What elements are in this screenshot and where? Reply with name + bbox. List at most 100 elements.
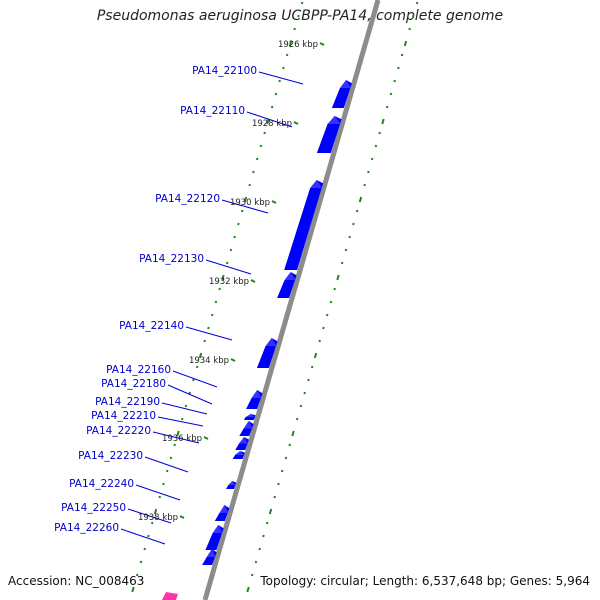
scale-tick-1-301 [329,300,333,304]
scale-tick-0-28 [293,27,296,31]
gene-label-5: PA14_22160 [106,364,171,376]
scale-tick-1-210 [355,209,359,213]
gene-label-0: PA14_22100 [192,65,257,77]
gene-labels: PA14_22100 PA14_22110 PA14_22120 PA14_22130… [54,65,304,545]
gene-leader-line-11 [135,484,181,501]
scale-tick-0-236 [233,235,236,239]
scale-tick-1-327 [322,326,325,330]
scale-tick-0-67 [282,66,285,70]
scale-tick-0-197 [243,196,248,203]
gene-leader-line-12 [127,508,172,524]
scale-tick-1-2 [415,1,419,5]
scale-tick-0-353 [198,352,203,359]
scale-tick-0-327 [207,326,210,330]
gene-label-2: PA14_22120 [155,193,220,205]
gene-arrow-1 [316,116,342,153]
scale-tick-0-418 [180,417,184,421]
scale-label-4: 1934 kbp [189,356,229,366]
gene-arrowhead-9 [234,451,244,455]
gene-arrowhead-7 [243,421,253,429]
scale-tick-1-275 [336,274,340,281]
scale-tick-0-379 [192,378,195,382]
scale-tick-1-496 [273,495,276,499]
scale-major-tick-2 [271,200,277,204]
gene-leader-line-3 [205,259,252,275]
scale-tick-0-444 [173,443,176,447]
scale-tick-1-431 [291,430,295,437]
scale-tick-0-184 [248,183,251,187]
gene-label-13: PA14_22260 [54,522,119,534]
scale-tick-1-54 [400,53,404,57]
scale-tick-0-80 [278,79,281,83]
scale-tick-1-535 [262,534,265,538]
gene-leader-line-13 [120,528,166,545]
scale-tick-1-444 [288,443,291,447]
gene-label-11: PA14_22240 [69,478,134,490]
scale-tick-1-561 [254,560,258,564]
gene-leader-line-4 [185,326,233,341]
accession-label: Accession: NC_008463 [8,574,145,588]
scale-tick-0-366 [195,365,199,369]
scale-tick-0-392 [188,391,191,395]
scale-tick-0-158 [255,157,259,161]
scale-tick-0-470 [165,469,169,473]
gene-features [202,80,352,565]
scale-tick-0-249 [229,248,233,252]
scale-label-3: 1932 kbp [209,277,249,287]
scale-tick-1-353 [313,352,318,359]
scale-tick-0-145 [259,144,263,148]
scale-tick-1-171 [367,170,370,174]
scale-tick-1-470 [280,469,284,473]
scale-tick-1-509 [268,508,273,515]
scale-label-1: 1928 kbp [252,119,292,129]
scale-tick-0-522 [150,521,154,525]
scale-tick-1-522 [265,521,269,525]
gene-arrowhead-0 [339,80,351,88]
scale-tick-1-132 [378,131,381,135]
gene-arrowhead-6 [245,414,255,417]
gene-leader-line-6 [167,384,213,405]
scale-tick-0-171 [252,170,255,174]
highlighted-feature [162,592,178,600]
gene-leader-line-10 [144,456,189,473]
scale-tick-0-262 [225,261,229,265]
scale-tick-1-379 [307,378,310,382]
scale-tick-1-223 [352,222,355,226]
gene-arrowhead-13 [206,549,216,557]
gene-label-6: PA14_22180 [101,378,166,390]
gene-label-12: PA14_22250 [61,502,126,514]
scale-major-tick-3 [250,279,256,283]
genome-backbone [202,0,381,600]
gene-arrowhead-2 [310,180,323,188]
scale-tick-1-28 [408,27,411,31]
scale-label-2: 1930 kbp [230,198,270,208]
scale-tick-0-288 [218,287,221,291]
scale-tick-1-587 [246,586,250,593]
scale-tick-0-119 [266,118,270,125]
gene-arrowhead-10 [228,481,236,485]
scale-tick-0-405 [184,404,188,408]
scale-tick-1-574 [250,573,254,577]
scale-major-tick-4 [230,358,236,362]
gene-leader-line-2 [221,199,269,214]
scale-tick-0-275 [221,274,225,281]
scale-tick-0-2 [300,1,304,5]
scale-tick-0-15 [297,14,300,18]
gene-leader-line-5 [172,370,218,388]
scale-tick-0-132 [263,131,266,135]
scale-tick-1-184 [363,183,366,187]
scale-tick-1-15 [412,14,415,18]
scale-tick-1-158 [370,157,374,161]
scale-tick-0-314 [210,313,214,317]
scale-tick-0-210 [240,209,244,213]
gene-arrowhead-12 [212,525,223,533]
scale-tick-0-457 [169,456,173,460]
scale-ticks [131,1,419,593]
scale-label-0: 1926 kbp [278,40,318,50]
scale-tick-0-509 [153,508,158,515]
scale-tick-0-431 [176,430,180,437]
scale-tick-1-457 [284,456,288,460]
scale-tick-0-587 [131,586,135,593]
gene-label-10: PA14_22230 [78,450,143,462]
gene-leader-line-0 [258,71,304,85]
